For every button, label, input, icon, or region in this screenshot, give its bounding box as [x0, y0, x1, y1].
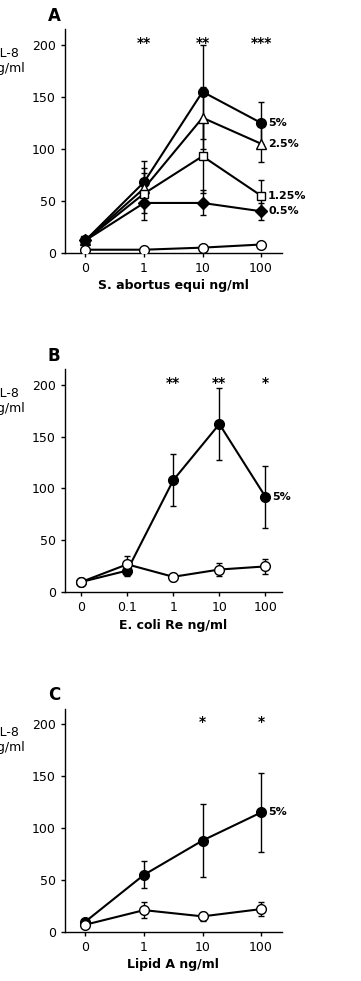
Text: **: ** — [166, 376, 180, 389]
X-axis label: Lipid A ng/ml: Lipid A ng/ml — [127, 958, 219, 971]
Text: **: ** — [137, 36, 151, 50]
Text: *: * — [262, 376, 269, 389]
Y-axis label: IL-8
pg/ml: IL-8 pg/ml — [0, 387, 26, 415]
X-axis label: E. coli Re ng/ml: E. coli Re ng/ml — [119, 619, 227, 632]
Text: A: A — [48, 7, 61, 25]
Text: 5%: 5% — [273, 491, 291, 502]
Text: **: ** — [212, 376, 226, 389]
Text: 5%: 5% — [268, 118, 287, 128]
Text: 0.5%: 0.5% — [268, 206, 299, 216]
Text: B: B — [48, 346, 60, 365]
Text: C: C — [48, 686, 60, 704]
Y-axis label: IL-8
pg/ml: IL-8 pg/ml — [0, 47, 26, 76]
Y-axis label: IL-8
pg/ml: IL-8 pg/ml — [0, 726, 26, 754]
Text: *: * — [257, 715, 265, 729]
Text: **: ** — [195, 36, 210, 50]
Text: 1.25%: 1.25% — [268, 190, 306, 201]
Text: *: * — [199, 715, 206, 729]
Text: 2.5%: 2.5% — [268, 138, 299, 149]
X-axis label: S. abortus equi ng/ml: S. abortus equi ng/ml — [98, 279, 249, 292]
Text: ***: *** — [251, 36, 272, 50]
Text: 5%: 5% — [268, 807, 287, 817]
